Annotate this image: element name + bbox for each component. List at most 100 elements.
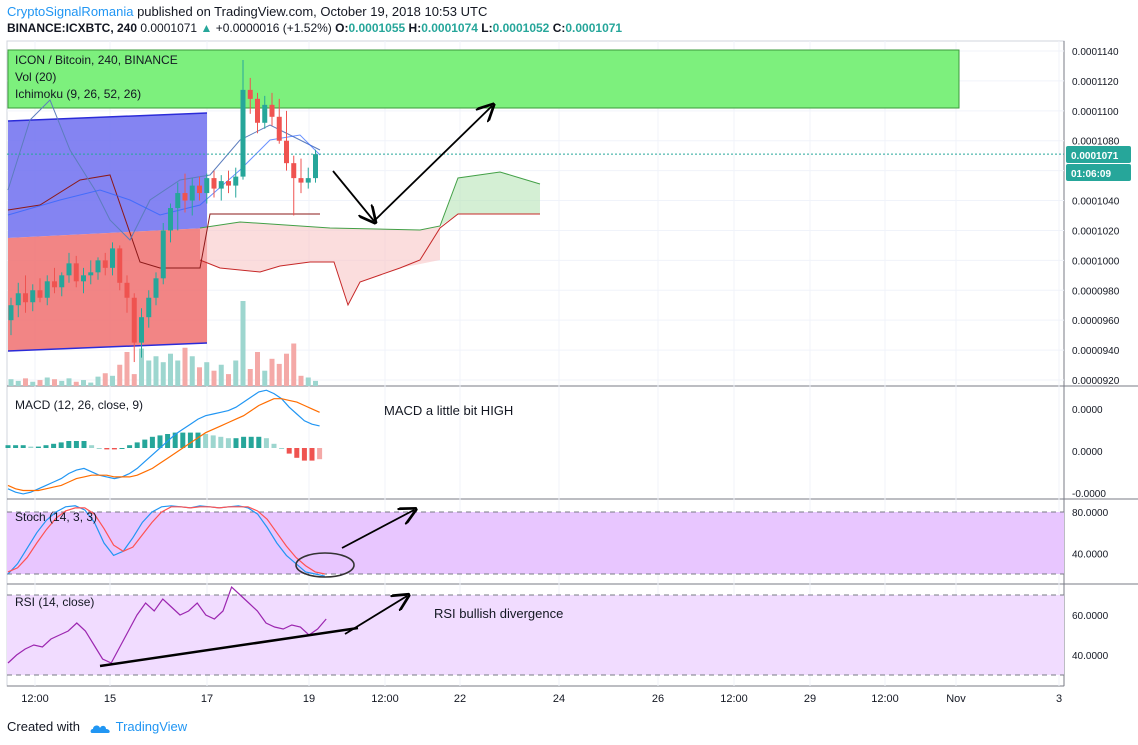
candle-body xyxy=(160,230,166,279)
volume-bar xyxy=(197,367,202,386)
volume-bar xyxy=(255,352,260,386)
volume-bar xyxy=(189,356,195,386)
macd-histogram-bar xyxy=(66,441,72,448)
legend-symbol: ICON / Bitcoin, 240, BINANCE xyxy=(15,53,178,67)
candle-body xyxy=(313,154,318,179)
stoch-k-line xyxy=(7,505,325,577)
volume-bar xyxy=(15,380,21,386)
close-value: 0.0001071 xyxy=(565,21,623,35)
volume-bar xyxy=(291,343,297,386)
low-value: 0.0001052 xyxy=(492,21,550,35)
macd-histogram-bar xyxy=(218,436,224,448)
macd-histogram-bar xyxy=(5,445,11,448)
macd-histogram-bar xyxy=(286,448,292,454)
volume-bar xyxy=(305,377,311,386)
macd-histogram-bar xyxy=(149,436,155,448)
candle-body xyxy=(66,263,72,276)
macd-histogram-bar xyxy=(43,445,49,448)
resistance-zone xyxy=(7,49,960,109)
price-tick-label: 0.0001080 xyxy=(1072,137,1120,148)
stoch-tick-label: 40.0000 xyxy=(1072,549,1109,560)
senkou-a-line xyxy=(199,171,541,231)
publish-line: CryptoSignalRomania published on Trading… xyxy=(7,4,487,19)
macd-histogram-bar xyxy=(180,432,186,448)
macd-histogram-bar xyxy=(89,445,95,448)
rsi-tick-label: 40.0000 xyxy=(1072,651,1109,662)
time-tick-label: 17 xyxy=(201,693,213,705)
legend-macd: MACD (12, 26, close, 9) xyxy=(15,398,144,412)
macd-histogram-bar xyxy=(225,438,231,448)
low-label: L: xyxy=(481,21,493,35)
candle-body xyxy=(189,185,195,201)
macd-histogram-bar xyxy=(187,432,193,448)
volume-bar xyxy=(153,356,159,386)
volume-bar xyxy=(81,380,86,386)
price-tick-label: 0.0000940 xyxy=(1072,346,1120,357)
volume-bar xyxy=(247,369,253,386)
volume-bar xyxy=(59,380,65,386)
volume-bar xyxy=(88,382,94,386)
volume-bar xyxy=(168,353,173,386)
countdown-label: 01:06:09 xyxy=(1071,169,1111,180)
candle-body xyxy=(153,278,159,298)
macd-tick-label: 0.0000 xyxy=(1072,447,1103,458)
candle-body xyxy=(37,290,43,298)
price-badge-label: 0.0001071 xyxy=(1071,151,1119,162)
kijun-line xyxy=(7,174,320,269)
time-tick-label: 19 xyxy=(303,693,315,705)
macd-tick-label: 0.0000 xyxy=(1072,405,1103,416)
volume-bar xyxy=(139,348,144,386)
macd-histogram-bar xyxy=(104,448,110,450)
macd-histogram-bar xyxy=(172,432,178,448)
rsi-tick-label: 60.0000 xyxy=(1072,611,1109,622)
macd-histogram-bar xyxy=(279,448,285,449)
time-tick-label: 26 xyxy=(652,693,664,705)
macd-histogram-bar xyxy=(317,448,323,460)
macd-histogram-bar xyxy=(51,443,57,448)
candle-body xyxy=(15,293,21,306)
macd-histogram-bar xyxy=(73,441,79,448)
macd-histogram-bar xyxy=(256,436,262,448)
macd-histogram-bar xyxy=(58,442,64,448)
volume-bar xyxy=(313,380,318,386)
volume-bar xyxy=(240,301,246,386)
volume-bar xyxy=(73,381,79,386)
candle-body xyxy=(175,193,181,209)
candle-body xyxy=(102,260,108,268)
candle-body xyxy=(262,104,268,123)
rsi-trendline xyxy=(99,626,359,668)
tradingview-link[interactable]: TradingView xyxy=(115,719,188,734)
candle-body xyxy=(73,263,79,282)
candle-body xyxy=(269,104,275,117)
time-tick-label: 24 xyxy=(553,693,565,705)
candle-body xyxy=(44,281,50,298)
senkou-b-line xyxy=(199,213,540,307)
volume-bar xyxy=(175,360,181,386)
candle-body xyxy=(8,305,14,321)
macd-histogram-bar xyxy=(134,442,140,448)
author-link[interactable]: CryptoSignalRomania xyxy=(7,4,134,19)
candle-body xyxy=(218,181,224,189)
macd-histogram-bar xyxy=(20,445,26,448)
price-badge xyxy=(1066,146,1131,163)
up-arrow-icon: ▲ xyxy=(200,21,213,35)
open-value: 0.0001055 xyxy=(348,21,406,35)
macd-histogram-bar xyxy=(111,448,117,450)
volume-bar xyxy=(95,376,101,386)
macd-histogram-bar xyxy=(142,439,148,448)
volume-bar xyxy=(37,380,43,386)
candle-body xyxy=(204,178,210,194)
macd-histogram-bar xyxy=(96,448,102,449)
candle-body xyxy=(182,193,188,201)
volume-bar xyxy=(23,378,28,386)
footer: Created with TradingView xyxy=(7,719,187,734)
rsi-line xyxy=(7,585,327,664)
volume-bar xyxy=(146,360,152,386)
volume-bar xyxy=(204,362,210,386)
price-tick-label: 0.0001020 xyxy=(1072,226,1120,237)
high-value: 0.0001074 xyxy=(421,21,478,35)
up-arrow xyxy=(373,106,492,222)
ohlc-line: BINANCE:ICXBTC, 240 0.0001071 ▲ +0.00000… xyxy=(7,21,622,35)
macd-histogram-bar xyxy=(309,448,315,461)
